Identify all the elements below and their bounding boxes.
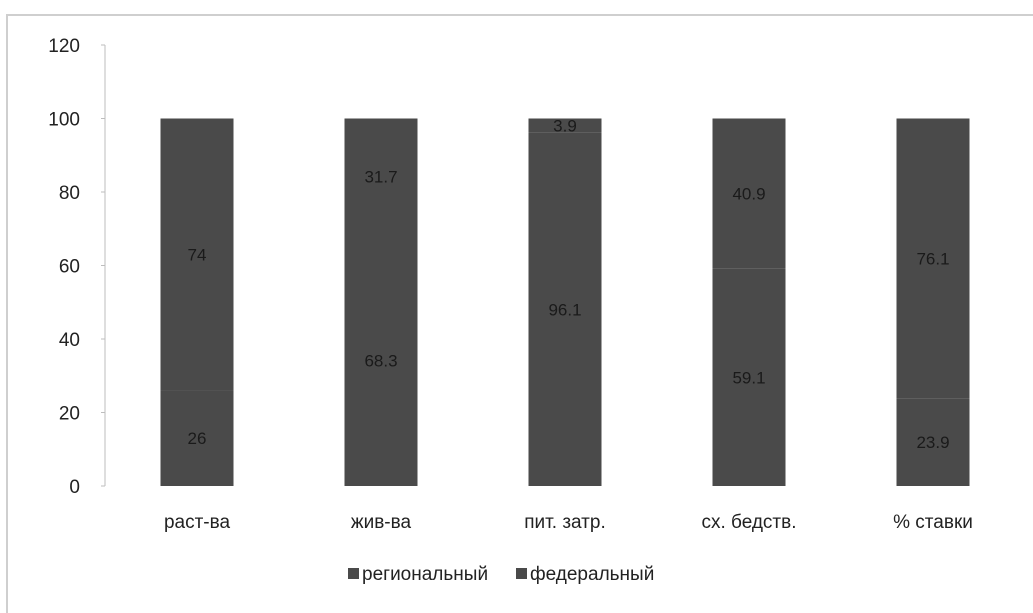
category-label: % ставки: [893, 512, 973, 533]
bar-segment-regional: [896, 398, 970, 486]
bar-segment-regional: [160, 390, 234, 486]
bar-segment-regional: [344, 234, 418, 486]
y-tick-label: 0: [69, 477, 80, 498]
data-label: 76.1: [916, 249, 949, 268]
bars: [160, 118, 970, 486]
legend-label: региональный: [362, 564, 488, 585]
chart-frame: [6, 14, 1033, 613]
bar-segment-federal: [160, 118, 234, 391]
data-label: 31.7: [364, 168, 397, 187]
data-label: 26: [188, 429, 207, 448]
y-tick-label: 60: [59, 257, 80, 278]
y-axis: 0 20 40 60 80 100 120: [48, 36, 106, 498]
data-labels: 26 74 68.3 31.7 96.1 3.9 59.1 40.9 23.9 76.1: [188, 117, 950, 452]
bar-segment-federal: [528, 118, 602, 133]
bar-segment-federal: [896, 118, 970, 399]
y-tick-label: 100: [48, 110, 80, 131]
bar-segment-federal: [344, 118, 418, 235]
y-tick-label: 40: [59, 330, 80, 351]
data-label: 59.1: [732, 368, 765, 387]
data-label: 74: [188, 245, 207, 264]
y-tick-label: 20: [59, 404, 80, 425]
legend-label: федеральный: [530, 564, 654, 585]
legend: региональный федеральный: [348, 564, 654, 585]
bar-segment-federal: [712, 118, 786, 269]
category-label: жив-ва: [351, 512, 412, 533]
bar-segment-regional: [528, 132, 602, 486]
y-tick-label: 120: [48, 36, 80, 57]
legend-swatch: [348, 568, 359, 579]
category-label: раст-ва: [164, 512, 231, 533]
x-axis-categories: раст-ва жив-ва пит. затр. сх. бедств. % став…: [164, 512, 973, 533]
category-label: сх. бедств.: [701, 512, 796, 533]
data-label: 96.1: [548, 300, 581, 319]
legend-swatch: [516, 568, 527, 579]
data-label: 23.9: [916, 433, 949, 452]
category-label: пит. затр.: [524, 512, 605, 533]
bar-segment-regional: [712, 268, 786, 486]
data-label: 40.9: [732, 185, 765, 204]
data-label: 3.9: [553, 117, 577, 136]
data-label: 68.3: [364, 351, 397, 370]
y-tick-label: 80: [59, 183, 80, 204]
